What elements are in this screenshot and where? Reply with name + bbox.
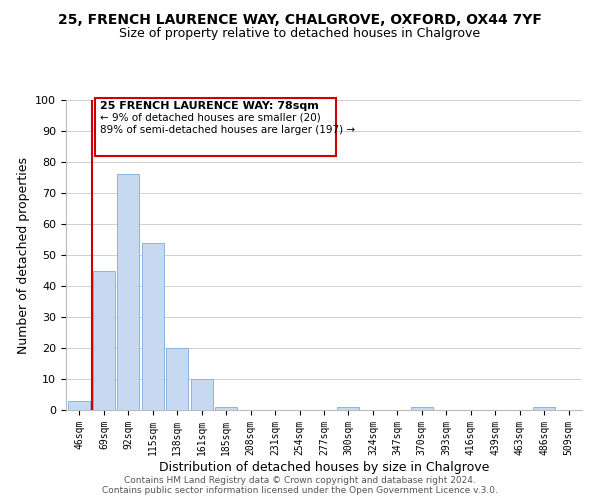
Bar [118, 174, 139, 410]
Text: Size of property relative to detached houses in Chalgrove: Size of property relative to detached ho… [119, 28, 481, 40]
Text: ← 9% of detached houses are smaller (20): ← 9% of detached houses are smaller (20) [100, 112, 321, 122]
Text: 25, FRENCH LAURENCE WAY, CHALGROVE, OXFORD, OX44 7YF: 25, FRENCH LAURENCE WAY, CHALGROVE, OXFO… [58, 12, 542, 26]
Bar [191, 379, 213, 410]
Bar [142, 242, 164, 410]
Y-axis label: Number of detached properties: Number of detached properties [17, 156, 30, 354]
Bar [337, 407, 359, 410]
Bar [93, 270, 115, 410]
Bar [533, 407, 555, 410]
Bar [68, 400, 91, 410]
X-axis label: Distribution of detached houses by size in Chalgrove: Distribution of detached houses by size … [159, 460, 489, 473]
FancyBboxPatch shape [95, 98, 336, 156]
Bar [215, 407, 237, 410]
Bar [166, 348, 188, 410]
Text: 25 FRENCH LAURENCE WAY: 78sqm: 25 FRENCH LAURENCE WAY: 78sqm [100, 101, 319, 111]
Text: Contains public sector information licensed under the Open Government Licence v.: Contains public sector information licen… [102, 486, 498, 495]
Text: 89% of semi-detached houses are larger (197) →: 89% of semi-detached houses are larger (… [100, 125, 355, 135]
Bar [411, 407, 433, 410]
Text: Contains HM Land Registry data © Crown copyright and database right 2024.: Contains HM Land Registry data © Crown c… [124, 476, 476, 485]
